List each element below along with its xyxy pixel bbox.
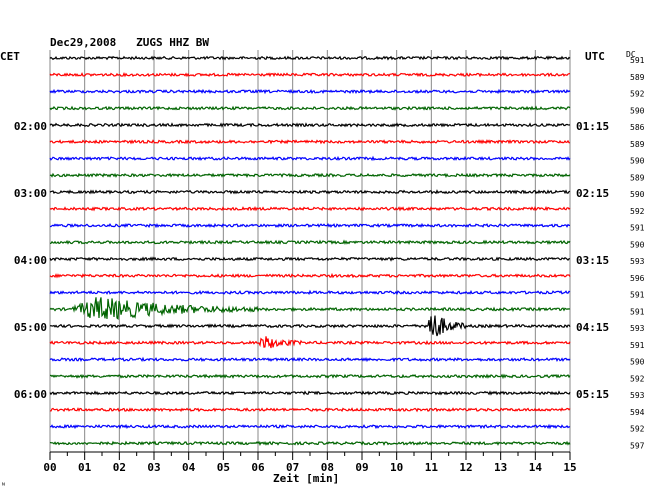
right-time-label-04:15: 04:15 (576, 321, 609, 334)
tick-label-x-05: 05 (217, 461, 230, 474)
trace-row-15 (50, 297, 570, 319)
right-time-label-03:15: 03:15 (576, 254, 609, 267)
right-time-label-01:15: 01:15 (576, 120, 609, 133)
traces (50, 57, 570, 445)
trace-row-23 (50, 442, 570, 445)
dc-value-10: 591 (630, 224, 645, 233)
left-time-label-02:00: 02:00 (14, 120, 47, 133)
tick-label-x-14: 14 (529, 461, 543, 474)
dc-value-18: 590 (630, 358, 645, 367)
right-timezone-label: UTC (585, 50, 605, 63)
dc-value-4: 586 (630, 123, 645, 132)
trace-row-18 (50, 358, 570, 361)
dc-value-8: 590 (630, 190, 645, 199)
trace-row-5 (50, 141, 570, 144)
dc-value-1: 589 (630, 73, 645, 82)
dc-value-5: 589 (630, 140, 645, 149)
trace-row-13 (50, 275, 570, 278)
tick-label-x-10: 10 (390, 461, 403, 474)
right-time-label-02:15: 02:15 (576, 187, 609, 200)
corner-mark: ᴺ (1, 481, 6, 490)
trace-row-3 (50, 107, 570, 110)
tick-label-x-12: 12 (459, 461, 472, 474)
trace-row-9 (50, 208, 570, 211)
trace-row-10 (50, 224, 570, 227)
trace-row-17 (50, 336, 570, 348)
dc-value-3: 590 (630, 106, 645, 115)
tick-label-x-13: 13 (494, 461, 507, 474)
trace-row-0 (50, 57, 570, 60)
dc-value-11: 590 (630, 240, 645, 249)
dc-value-22: 592 (630, 425, 645, 434)
trace-row-8 (50, 191, 570, 194)
dc-value-12: 593 (630, 257, 645, 266)
dc-value-15: 591 (630, 307, 645, 316)
dc-value-20: 593 (630, 391, 645, 400)
tick-label-x-04: 04 (182, 461, 196, 474)
tick-label-x-09: 09 (355, 461, 368, 474)
right-time-label-05:15: 05:15 (576, 388, 609, 401)
tick-label-x-01: 01 (78, 461, 92, 474)
tick-label-x-00: 00 (43, 461, 56, 474)
trace-row-11 (50, 241, 570, 244)
dc-value-13: 596 (630, 274, 645, 283)
left-time-label-05:00: 05:00 (14, 321, 47, 334)
tick-label-x-08: 08 (321, 461, 334, 474)
trace-row-19 (50, 375, 570, 378)
trace-row-22 (50, 425, 570, 428)
trace-row-14 (50, 291, 570, 294)
dc-value-17: 591 (630, 341, 645, 350)
chart-title: Dec29,2008 ZUGS HHZ BW (50, 36, 209, 49)
tick-label-x-07: 07 (286, 461, 299, 474)
trace-row-7 (50, 174, 570, 177)
grid (50, 50, 570, 460)
tick-label-x-02: 02 (113, 461, 126, 474)
dc-value-19: 592 (630, 374, 645, 383)
dc-value-6: 590 (630, 157, 645, 166)
dc-value-9: 592 (630, 207, 645, 216)
dc-value-14: 591 (630, 291, 645, 300)
dc-value-7: 589 (630, 173, 645, 182)
dc-value-16: 593 (630, 324, 645, 333)
trace-row-6 (50, 157, 570, 160)
trace-row-16 (50, 316, 570, 337)
trace-row-21 (50, 409, 570, 412)
dc-value-21: 594 (630, 408, 645, 417)
dc-value-0: 591 (630, 56, 645, 65)
trace-row-4 (50, 124, 570, 127)
dc-value-23: 597 (630, 441, 645, 450)
trace-row-2 (50, 90, 570, 93)
trace-row-12 (50, 258, 570, 261)
tick-label-x-06: 06 (251, 461, 265, 474)
tick-label-x-03: 03 (147, 461, 160, 474)
left-timezone-label: CET (0, 50, 20, 63)
tick-label-x-15: 15 (563, 461, 576, 474)
left-time-label-03:00: 03:00 (14, 187, 47, 200)
trace-row-1 (50, 74, 570, 77)
dc-value-2: 592 (630, 90, 645, 99)
left-time-label-04:00: 04:00 (14, 254, 47, 267)
left-time-label-06:00: 06:00 (14, 388, 47, 401)
trace-row-20 (50, 392, 570, 395)
tick-label-x-11: 11 (425, 461, 439, 474)
